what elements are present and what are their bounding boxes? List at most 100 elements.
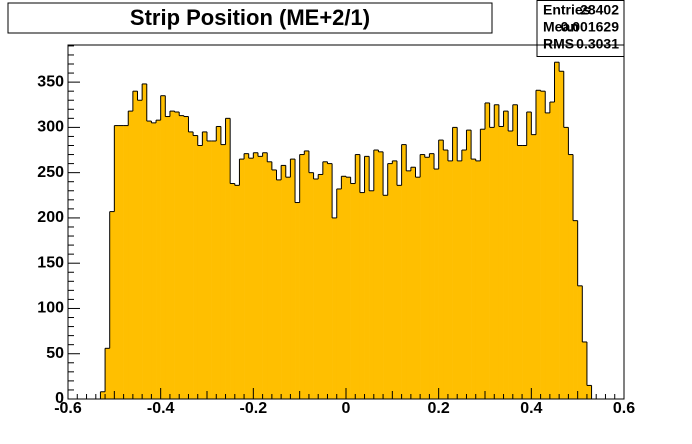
bar (401, 144, 407, 399)
bar (197, 145, 203, 399)
bar (313, 178, 319, 399)
stats-box (536, 0, 625, 57)
bar (271, 169, 277, 399)
stat-value: 28402 (580, 2, 619, 18)
bar (216, 126, 222, 400)
x-tick-label: 0.6 (613, 400, 635, 417)
x-tick-label: -0.6 (54, 400, 82, 417)
x-tick-label: 0.4 (520, 400, 542, 417)
bar (281, 165, 287, 399)
bar (522, 145, 527, 399)
bar (512, 104, 518, 399)
bar (183, 116, 189, 400)
bar (299, 154, 305, 399)
bar (128, 111, 134, 399)
bar (160, 95, 166, 399)
bar (230, 183, 236, 399)
bar (253, 152, 259, 399)
bar (406, 170, 412, 399)
bar (461, 150, 467, 399)
bar (494, 104, 500, 399)
y-tick-label: 250 (37, 164, 64, 181)
chart-title: Strip Position (ME+2/1) (130, 5, 370, 30)
bar (545, 112, 551, 399)
bar (443, 150, 449, 399)
bar (471, 159, 477, 399)
bar (540, 91, 546, 399)
bar (350, 183, 356, 399)
bar (336, 188, 342, 399)
bar (438, 140, 444, 399)
bar (517, 145, 523, 399)
bar (563, 127, 569, 400)
bar (586, 385, 592, 399)
stat-label: Mean (543, 19, 579, 35)
bar (123, 125, 129, 399)
stat-value: 0.001629 (561, 19, 620, 35)
bar (480, 129, 486, 399)
stat-label: RMS (543, 36, 574, 52)
bar (295, 202, 300, 399)
bar (452, 127, 458, 400)
bar (396, 185, 402, 399)
bar (508, 131, 514, 399)
bar (146, 121, 152, 399)
bar (392, 160, 398, 399)
bar (369, 190, 375, 399)
bar (100, 391, 106, 399)
bar (322, 161, 328, 399)
bar (105, 348, 110, 399)
bar (383, 195, 388, 399)
bar (359, 192, 365, 399)
bar (485, 102, 490, 400)
bar (447, 160, 453, 399)
bar (151, 122, 157, 400)
x-tick-label: -0.4 (147, 400, 175, 417)
bar (577, 285, 583, 399)
bar (364, 156, 370, 399)
bar (234, 185, 240, 399)
bar (535, 90, 541, 399)
bar (276, 179, 282, 399)
bar (262, 152, 268, 399)
x-tick-label: 0 (342, 400, 351, 417)
bar (559, 71, 565, 400)
bar (248, 158, 254, 399)
bar (188, 131, 194, 400)
stat-value: 0.3031 (576, 36, 619, 52)
bar (156, 120, 161, 399)
bar (318, 174, 324, 399)
bar (244, 153, 249, 399)
y-tick-label: 0 (55, 390, 64, 407)
bar (526, 111, 532, 400)
bar (424, 157, 430, 399)
y-tick-label: 200 (37, 209, 64, 226)
bar (332, 217, 338, 399)
bar (346, 177, 351, 399)
bar (457, 160, 463, 399)
y-tick-label: 350 (37, 73, 64, 90)
bar (554, 62, 560, 399)
bar (174, 111, 180, 400)
bar (415, 177, 421, 399)
bar (582, 341, 588, 399)
bar (549, 102, 555, 399)
bar (132, 91, 138, 399)
bar (207, 140, 212, 400)
bar (285, 177, 291, 399)
bar (114, 125, 120, 399)
bar (267, 161, 273, 399)
bar (387, 163, 393, 399)
bar (165, 116, 171, 400)
bar (118, 125, 124, 399)
bar (257, 156, 263, 399)
bar (341, 176, 347, 399)
title-box (7, 2, 493, 34)
bar (109, 211, 115, 399)
bar (378, 151, 384, 399)
bar (327, 163, 333, 399)
bar (142, 83, 148, 400)
bar (531, 134, 537, 399)
bar (179, 115, 185, 399)
bar (355, 154, 361, 399)
